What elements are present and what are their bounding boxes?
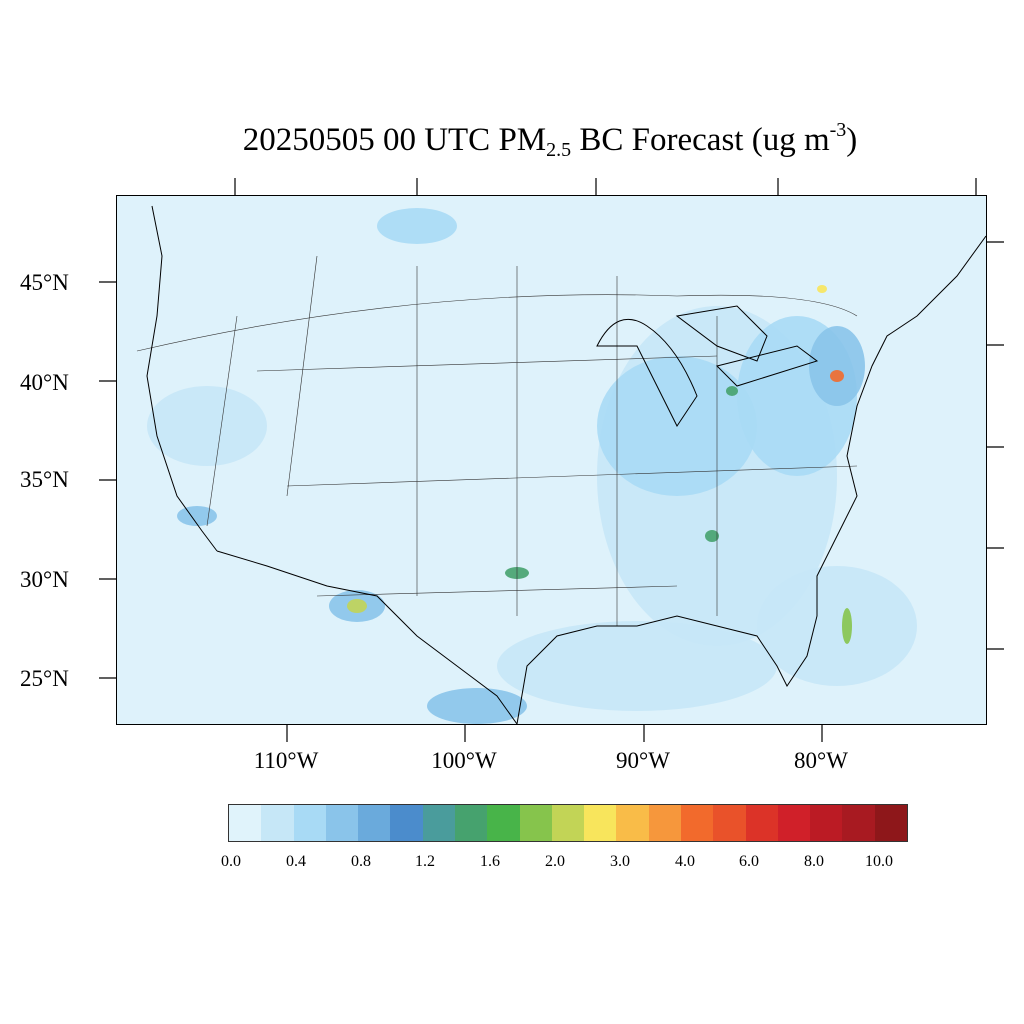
- coastlines: [146, 205, 986, 724]
- colorbar-swatch: [487, 805, 520, 841]
- colorbar-swatch: [810, 805, 843, 841]
- state-boundaries: [136, 255, 858, 626]
- lon-label-90w: 90°W: [616, 748, 670, 773]
- map-title: 20250505 00 UTC PM2.5 BC Forecast (ug m-…: [242, 119, 858, 161]
- el-paso-hotspot: [347, 599, 367, 613]
- colorbar-label: 0.8: [351, 853, 371, 870]
- colorbar-label: 2.0: [545, 853, 565, 870]
- california-haze: [147, 386, 267, 466]
- lon-label-110w: 110°W: [253, 748, 319, 773]
- lon-label-100w: 100°W: [431, 748, 497, 773]
- colorbar-swatch: [390, 805, 423, 841]
- pittsburgh-hotspot: [726, 386, 738, 396]
- colorbar-label: 0.0: [221, 853, 241, 870]
- colorbar-swatch: [874, 805, 907, 841]
- new-york-hotspot: [830, 370, 844, 382]
- colorbar-swatch: [616, 805, 649, 841]
- colorbar-label: 3.0: [610, 853, 630, 870]
- colorbar-swatch: [680, 805, 714, 841]
- gulf-plume: [497, 621, 777, 711]
- colorbar-swatch: [358, 805, 391, 841]
- colorbar-label: 0.4: [286, 853, 306, 870]
- colorbar-label: 4.0: [675, 853, 695, 870]
- lat-label-45: 45°N: [20, 270, 69, 295]
- los-angeles-plume: [177, 506, 217, 526]
- colorbar-swatch: [229, 805, 262, 841]
- map-plot[interactable]: [117, 196, 986, 724]
- lat-label-30: 30°N: [20, 567, 69, 592]
- colorbar-swatch: [325, 805, 359, 841]
- colorbar-label: 1.2: [415, 853, 435, 870]
- montreal-hotspot: [817, 285, 827, 293]
- colorbar-swatch: [551, 805, 585, 841]
- colorbar-label: 10.0: [865, 853, 893, 870]
- colorbar: [228, 804, 908, 842]
- mexico-plume: [427, 688, 527, 724]
- colorbar-swatch: [519, 805, 552, 841]
- colorbar-swatch: [454, 805, 488, 841]
- bahamas-hotspot: [842, 608, 852, 644]
- colorbar-swatch: [777, 805, 811, 841]
- canada-plume: [377, 208, 457, 244]
- lat-label-40: 40°N: [20, 370, 69, 395]
- colorbar-swatch: [648, 805, 681, 841]
- colorbar-label: 8.0: [804, 853, 824, 870]
- lon-label-80w: 80°W: [794, 748, 848, 773]
- colorbar-label: 6.0: [739, 853, 759, 870]
- colorbar-swatch: [293, 805, 326, 841]
- atlanta-hotspot: [705, 530, 719, 542]
- colorbar-swatch: [584, 805, 617, 841]
- colorbar-swatch: [713, 805, 746, 841]
- lat-label-25: 25°N: [20, 666, 69, 691]
- map-panel[interactable]: [116, 195, 987, 725]
- colorbar-swatch: [422, 805, 455, 841]
- mid-atlantic-plume: [809, 326, 865, 406]
- atlantic-plume: [757, 566, 917, 686]
- colorbar-label: 1.6: [480, 853, 500, 870]
- colorbar-swatch: [842, 805, 875, 841]
- colorbar-swatch: [745, 805, 778, 841]
- lat-label-35: 35°N: [20, 467, 69, 492]
- colorbar-swatch: [261, 805, 294, 841]
